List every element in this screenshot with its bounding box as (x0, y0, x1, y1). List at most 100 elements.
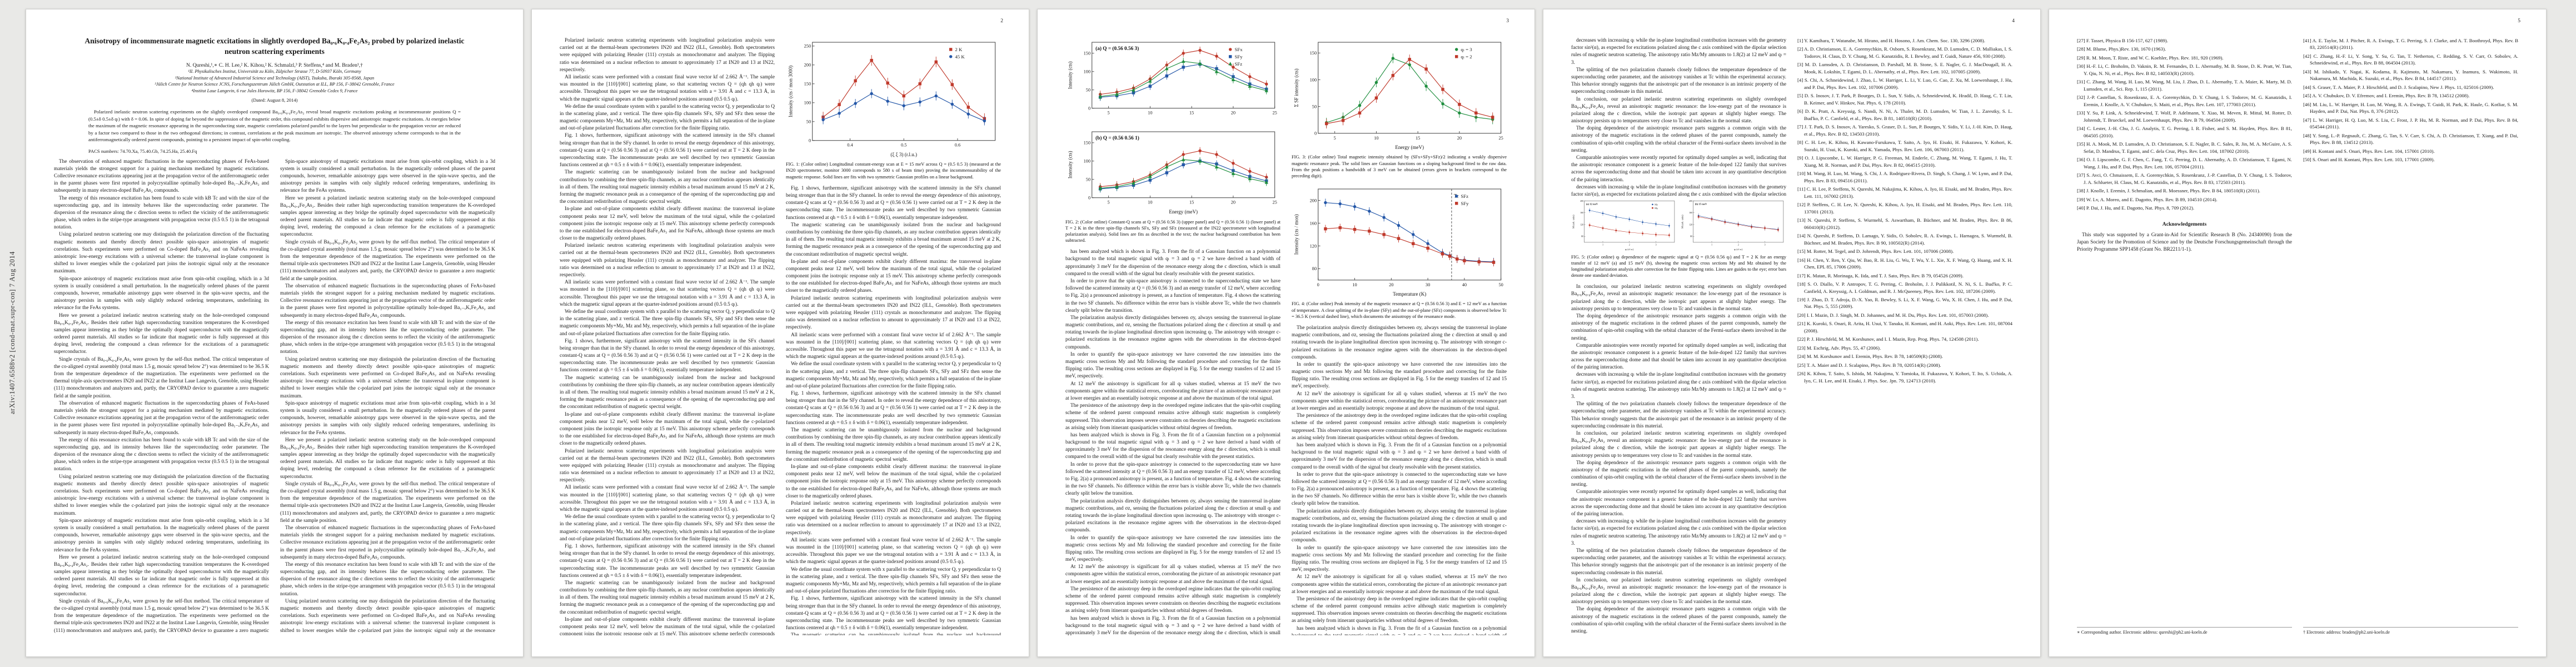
svg-text:Temperature (K): Temperature (K) (1393, 291, 1426, 297)
svg-text:1: 1 (1602, 243, 1603, 246)
body-paragraph: In order to quantify the spin-space anis… (1065, 351, 1280, 380)
body-paragraph: The observation of enhanced magnetic flu… (280, 525, 495, 560)
svg-text:0.5: 0.5 (901, 143, 906, 148)
reference-entry: [2] A. D. Christianson, E. A. Goremychki… (1797, 46, 2012, 59)
body-paragraph: In conclusion, our polarized inelastic n… (1571, 284, 1786, 312)
body-paragraph: Polarized inelastic neutron scattering e… (560, 243, 775, 278)
page-3-left-column: 5 10 15 20 25 0 50 100 150 SFx SFy SFz (a) Q = (0.56… (1065, 37, 1280, 635)
reference-entry: [5] D. S. Inosov, J. T. Park, P. Bourges… (1797, 93, 2012, 106)
body-paragraph: All inelastic scans were performed with … (786, 332, 1001, 360)
reference-entry: [1] Y. Kamihara, T. Watanabe, M. Hirano,… (1797, 38, 1985, 43)
svg-text:150: 150 (1310, 51, 1317, 56)
reference-entry: [22] P. J. Hirschfeld, M. M. Korshunov, … (1797, 336, 1979, 342)
reference-entry: [27] F. Tasset, Physica B 156-157, 627 (… (2077, 38, 2168, 43)
svg-text:200: 200 (1689, 200, 1692, 202)
reference-entry: [30] H.-F. Li, C. Broholm, D. Vaknin, R.… (2077, 63, 2292, 76)
body-paragraph: Using polarized neutron scattering one m… (280, 598, 495, 635)
svg-text:M (arb. units): M (arb. units) (1681, 215, 1684, 228)
svg-text:10: 10 (1352, 282, 1357, 287)
body-paragraph: We define the usual coordinate system wi… (560, 103, 775, 132)
svg-text:200: 200 (1580, 200, 1583, 202)
arxiv-sidebar: arXiv:1407.6588v2 [cond-mat.supr-con] 7 … (2, 9, 22, 657)
page-5-left-column: [27] F. Tasset, Physica B 156-157, 627 (… (2077, 37, 2292, 635)
body-paragraph: The doping dependence of the anisotropic… (1571, 606, 1786, 634)
svg-text:15: 15 (1189, 200, 1194, 205)
body-paragraph: The persistence of the anisotropy deep i… (1065, 586, 1280, 614)
body-paragraph: In conclusion, our polarized inelastic n… (1571, 430, 1786, 459)
paper-title: Anisotropy of incommensurate magnetic ex… (84, 37, 465, 56)
svg-text:0: 0 (809, 138, 811, 143)
body-paragraph: At 12 meV the anisotropy is significant … (1065, 564, 1280, 585)
body-paragraph: In order to prove that the spin-space an… (1292, 471, 1507, 507)
svg-text:5: 5 (1108, 111, 1110, 116)
affiliation-2: ²National Institute of Advanced Industri… (175, 75, 375, 81)
body-paragraph: In-plane and out-of-plane components exh… (786, 464, 1001, 499)
affiliation-3: ³Jülich Centre for Neutron Science JCNS,… (155, 82, 395, 87)
svg-text:80: 80 (1690, 235, 1692, 238)
reference-entry: [50] S. Onari and H. Kontani, Phys. Rev.… (2303, 157, 2435, 163)
body-paragraph: Fig. 1 shows, furthermore, significant a… (560, 543, 775, 579)
svg-text:100: 100 (1084, 159, 1091, 164)
reference-entry: [17] K. Matan, R. Morinaga, K. Iida, and… (1797, 272, 1964, 278)
svg-text:qₗ = 3: qₗ = 3 (1461, 47, 1472, 52)
page-1-columns: The observation of enhanced magnetic flu… (54, 158, 495, 635)
reference-entry: [9] O. J. Lipscombe, L. W. Harriger, P. … (1797, 155, 2012, 168)
figure-5: 1 2 3 80 120 160 200 Mz My (a) 12 meV qₗ (r.l.u.) M… (1571, 198, 1786, 278)
svg-text:250: 250 (804, 44, 811, 49)
body-paragraph: has been analyzed which is shown in Fig.… (1292, 625, 1507, 635)
body-paragraph: Here we present a polarized inelastic ne… (54, 554, 269, 597)
pacs-line: PACS numbers: 74.70.Xa, 75.40.Gb, 74.25.… (88, 148, 197, 154)
svg-text:100: 100 (1084, 69, 1091, 74)
svg-text:qₗ (r.l.u.): qₗ (r.l.u.) (1734, 248, 1743, 251)
reference-entry: [46] M. Liu, L. W. Harriger, H. Luo, M. … (2303, 101, 2518, 115)
svg-text:(ξ ξ 3) (r.l.u.): (ξ ξ 3) (r.l.u.) (890, 152, 917, 157)
svg-text:Energy (meV): Energy (meV) (1169, 209, 1198, 215)
affiliation-4: ⁴Institut Laue Langevin, 6 rue Jules Hor… (191, 88, 358, 93)
svg-text:160: 160 (1580, 211, 1583, 214)
body-paragraph: In order to prove that the spin-space an… (1065, 461, 1280, 497)
body-paragraph: Fig. 1 shows, furthermore, significant a… (560, 338, 775, 374)
body-paragraph: At 12 meV the anisotropy is significant … (1292, 574, 1507, 595)
body-paragraph: Spin-space anisotropy of magnetic excita… (54, 276, 269, 311)
body-paragraph: Polarized inelastic neutron scattering e… (560, 448, 775, 484)
body-paragraph: Spin-space anisotropy of magnetic excita… (280, 400, 495, 436)
figure-1: 0.4 0.5 0.6 0 50 100 150 200 250 2 K 45 K (ξ ξ 3) (… (786, 37, 1001, 180)
body-paragraph: The persistence of the anisotropy deep i… (1292, 413, 1507, 441)
body-paragraph: All inelastic scans were performed with … (786, 537, 1001, 565)
svg-text:200: 200 (804, 63, 811, 68)
body-paragraph: Fig. 1 shows, furthermore, significant a… (786, 596, 1001, 631)
body-paragraph: The observation of enhanced magnetic flu… (280, 283, 495, 318)
svg-text:80: 80 (1581, 235, 1583, 238)
page-3: 3 5 10 15 20 25 0 50 100 150 SFx SFy SFz (a) Q = (0.… (1037, 9, 1535, 657)
body-paragraph: All inelastic scans were performed with … (560, 74, 775, 102)
reference-entry: [14] N. Qureshi, P. Steffens, D. Lamago,… (1797, 233, 2012, 246)
reference-entry: [42] C. Zhang, H.-F. Li, Y. Song, Y. Su,… (2303, 53, 2518, 66)
svg-text:qₗ = 2: qₗ = 2 (1461, 54, 1472, 59)
body-paragraph: The doping dependence of the anisotropic… (1571, 313, 1786, 341)
reference-entry: [15] M. Rotter, M. Tegel, and D. Johrend… (1797, 248, 1954, 255)
spacer (2077, 253, 2292, 623)
corresponding-author-footnote: ∗ Corresponding author. Electronic addre… (2077, 626, 2292, 635)
body-paragraph: The magnetic scattering can be unambiguo… (560, 580, 775, 615)
body-paragraph: decreases with increasing qₗ while the i… (1571, 184, 1786, 197)
reference-list: [41] A. E. Taylor, M. J. Pitcher, R. A. … (2303, 37, 2518, 165)
svg-text:20: 20 (1389, 282, 1393, 287)
page-2-left-column: Polarized inelastic neutron scattering e… (560, 37, 775, 635)
reference-entry: [35] H. A. Mook, M. D. Lumsden, A. D. Ch… (2077, 141, 2292, 154)
reference-entry: [41] A. E. Taylor, M. J. Pitcher, R. A. … (2303, 38, 2518, 51)
svg-text:120: 120 (1689, 223, 1692, 226)
page-4-columns: decreases with increasing qₗ while the i… (1571, 37, 2012, 635)
svg-text:qₗ (r.l.u.): qₗ (r.l.u.) (1625, 248, 1634, 251)
body-paragraph: In-plane and out-of-plane components exh… (560, 616, 775, 635)
reference-entry: [11] C. H. Lee, P. Steffens, N. Qureshi,… (1797, 186, 2012, 199)
body-paragraph: In-plane and out-of-plane components exh… (560, 411, 775, 447)
reference-list: [1] Y. Kamihara, T. Watanabe, M. Hirano,… (1797, 37, 2012, 635)
reference-entry: [29] R. M. Moon, T. Riste, and W. C. Koe… (2077, 54, 2224, 61)
svg-text:120: 120 (1310, 243, 1317, 248)
svg-text:15: 15 (1416, 136, 1420, 141)
figure-2-chart-panel-b: 5 10 15 20 25 0 50 100 150 (b) Q = (0.56 0.56 1) E… (1065, 127, 1280, 217)
page-4-left-column: decreases with increasing qₗ while the i… (1571, 37, 1786, 635)
svg-text:Intensity (cts): Intensity (cts) (1068, 61, 1073, 89)
body-paragraph: We define the usual coordinate system wi… (786, 361, 1001, 389)
reference-list: [27] F. Tasset, Physica B 156-157, 627 (… (2077, 37, 2292, 213)
